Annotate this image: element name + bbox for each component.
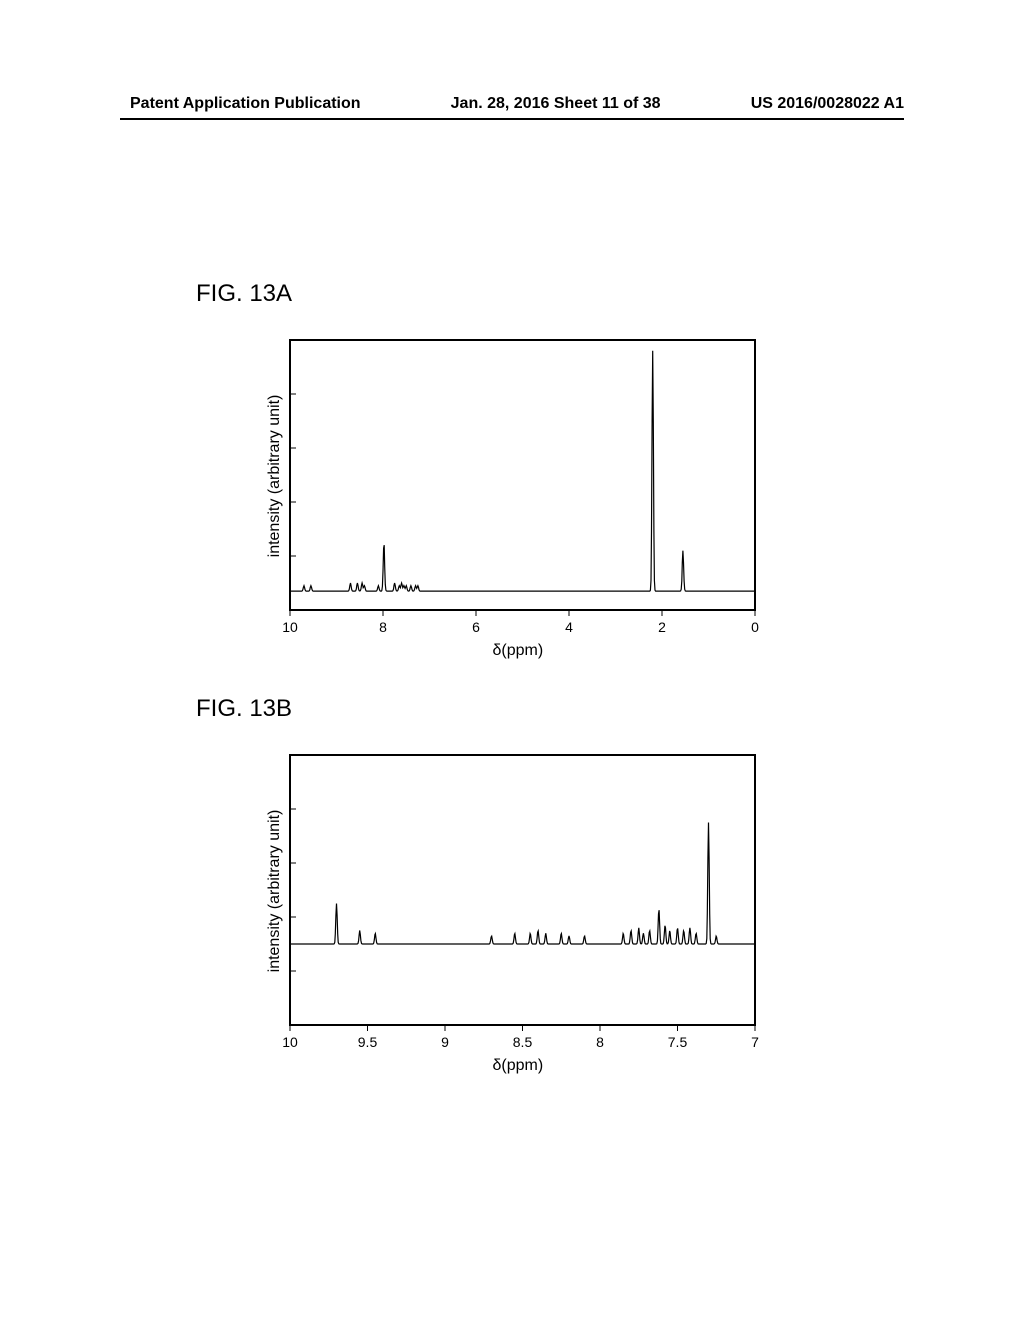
svg-text:9: 9 (441, 1034, 449, 1050)
figure-a-xlabel: δ(ppm) (493, 642, 544, 660)
figure-b-ylabel: intensity (arbitrary unit) (266, 801, 284, 981)
svg-text:10: 10 (282, 619, 298, 635)
figure-b-chart: intensity (arbitrary unit) 10 9.5 9 8.5 8 7.5… (245, 745, 775, 1075)
figure-b-svg: 10 9.5 9 8.5 8 7.5 7 (245, 745, 775, 1075)
figure-a-label: FIG. 13A (196, 280, 292, 308)
svg-text:2: 2 (658, 619, 666, 635)
svg-text:7: 7 (751, 1034, 759, 1050)
svg-text:10: 10 (282, 1034, 298, 1050)
figure-a-chart: intensity (arbitrary unit) 10 8 6 4 2 0 δ(ppm… (245, 330, 775, 660)
svg-text:8: 8 (596, 1034, 604, 1050)
svg-text:7.5: 7.5 (668, 1034, 688, 1050)
figure-a-svg: 10 8 6 4 2 0 (245, 330, 775, 660)
svg-text:8.5: 8.5 (513, 1034, 533, 1050)
header-divider (120, 118, 904, 120)
svg-text:0: 0 (751, 619, 759, 635)
figure-b-label: FIG. 13B (196, 695, 292, 723)
svg-text:4: 4 (565, 619, 573, 635)
header-right: US 2016/0028022 A1 (751, 95, 904, 113)
svg-text:6: 6 (472, 619, 480, 635)
figure-a-ylabel: intensity (arbitrary unit) (266, 386, 284, 566)
header-left: Patent Application Publication (130, 95, 361, 113)
svg-text:9.5: 9.5 (358, 1034, 378, 1050)
figure-b-xlabel: δ(ppm) (493, 1057, 544, 1075)
svg-text:8: 8 (379, 619, 387, 635)
header-center: Jan. 28, 2016 Sheet 11 of 38 (451, 95, 661, 113)
